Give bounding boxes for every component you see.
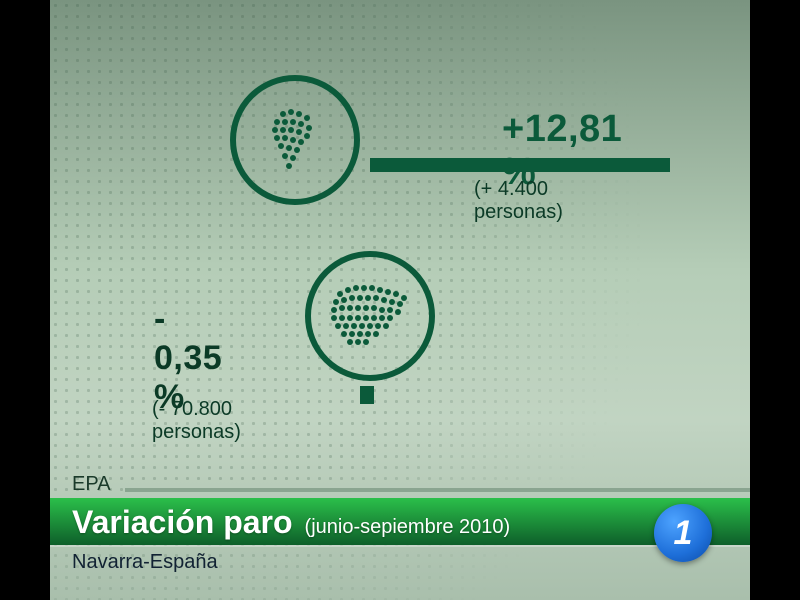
navarra-circle-icon [229, 74, 361, 206]
epa-label: EPA [72, 473, 125, 496]
epa-row: EPA [50, 473, 750, 496]
title-text: Variación paro [72, 504, 293, 541]
caption-block: EPA Variación paro (junio-sepiembre 2010… [50, 473, 750, 574]
stage: +12,81 % (+ 4.400 personas) [0, 0, 800, 600]
content-frame: +12,81 % (+ 4.400 personas) [50, 0, 750, 600]
channel-logo-icon: 1 [654, 504, 712, 562]
subtitle-text: Navarra-España [50, 545, 750, 574]
epa-divider [125, 488, 750, 492]
title-row: Variación paro (junio-sepiembre 2010) [50, 498, 750, 545]
espana-delta-persons: (- 70.800 personas) [152, 398, 241, 444]
navarra-bar [370, 158, 670, 172]
navarra-delta-persons: (+ 4.400 personas) [474, 178, 563, 224]
espana-circle-icon [304, 250, 436, 382]
title-period: (junio-sepiembre 2010) [305, 516, 511, 539]
channel-logo-text: 1 [674, 514, 693, 553]
espana-bar [360, 386, 374, 404]
